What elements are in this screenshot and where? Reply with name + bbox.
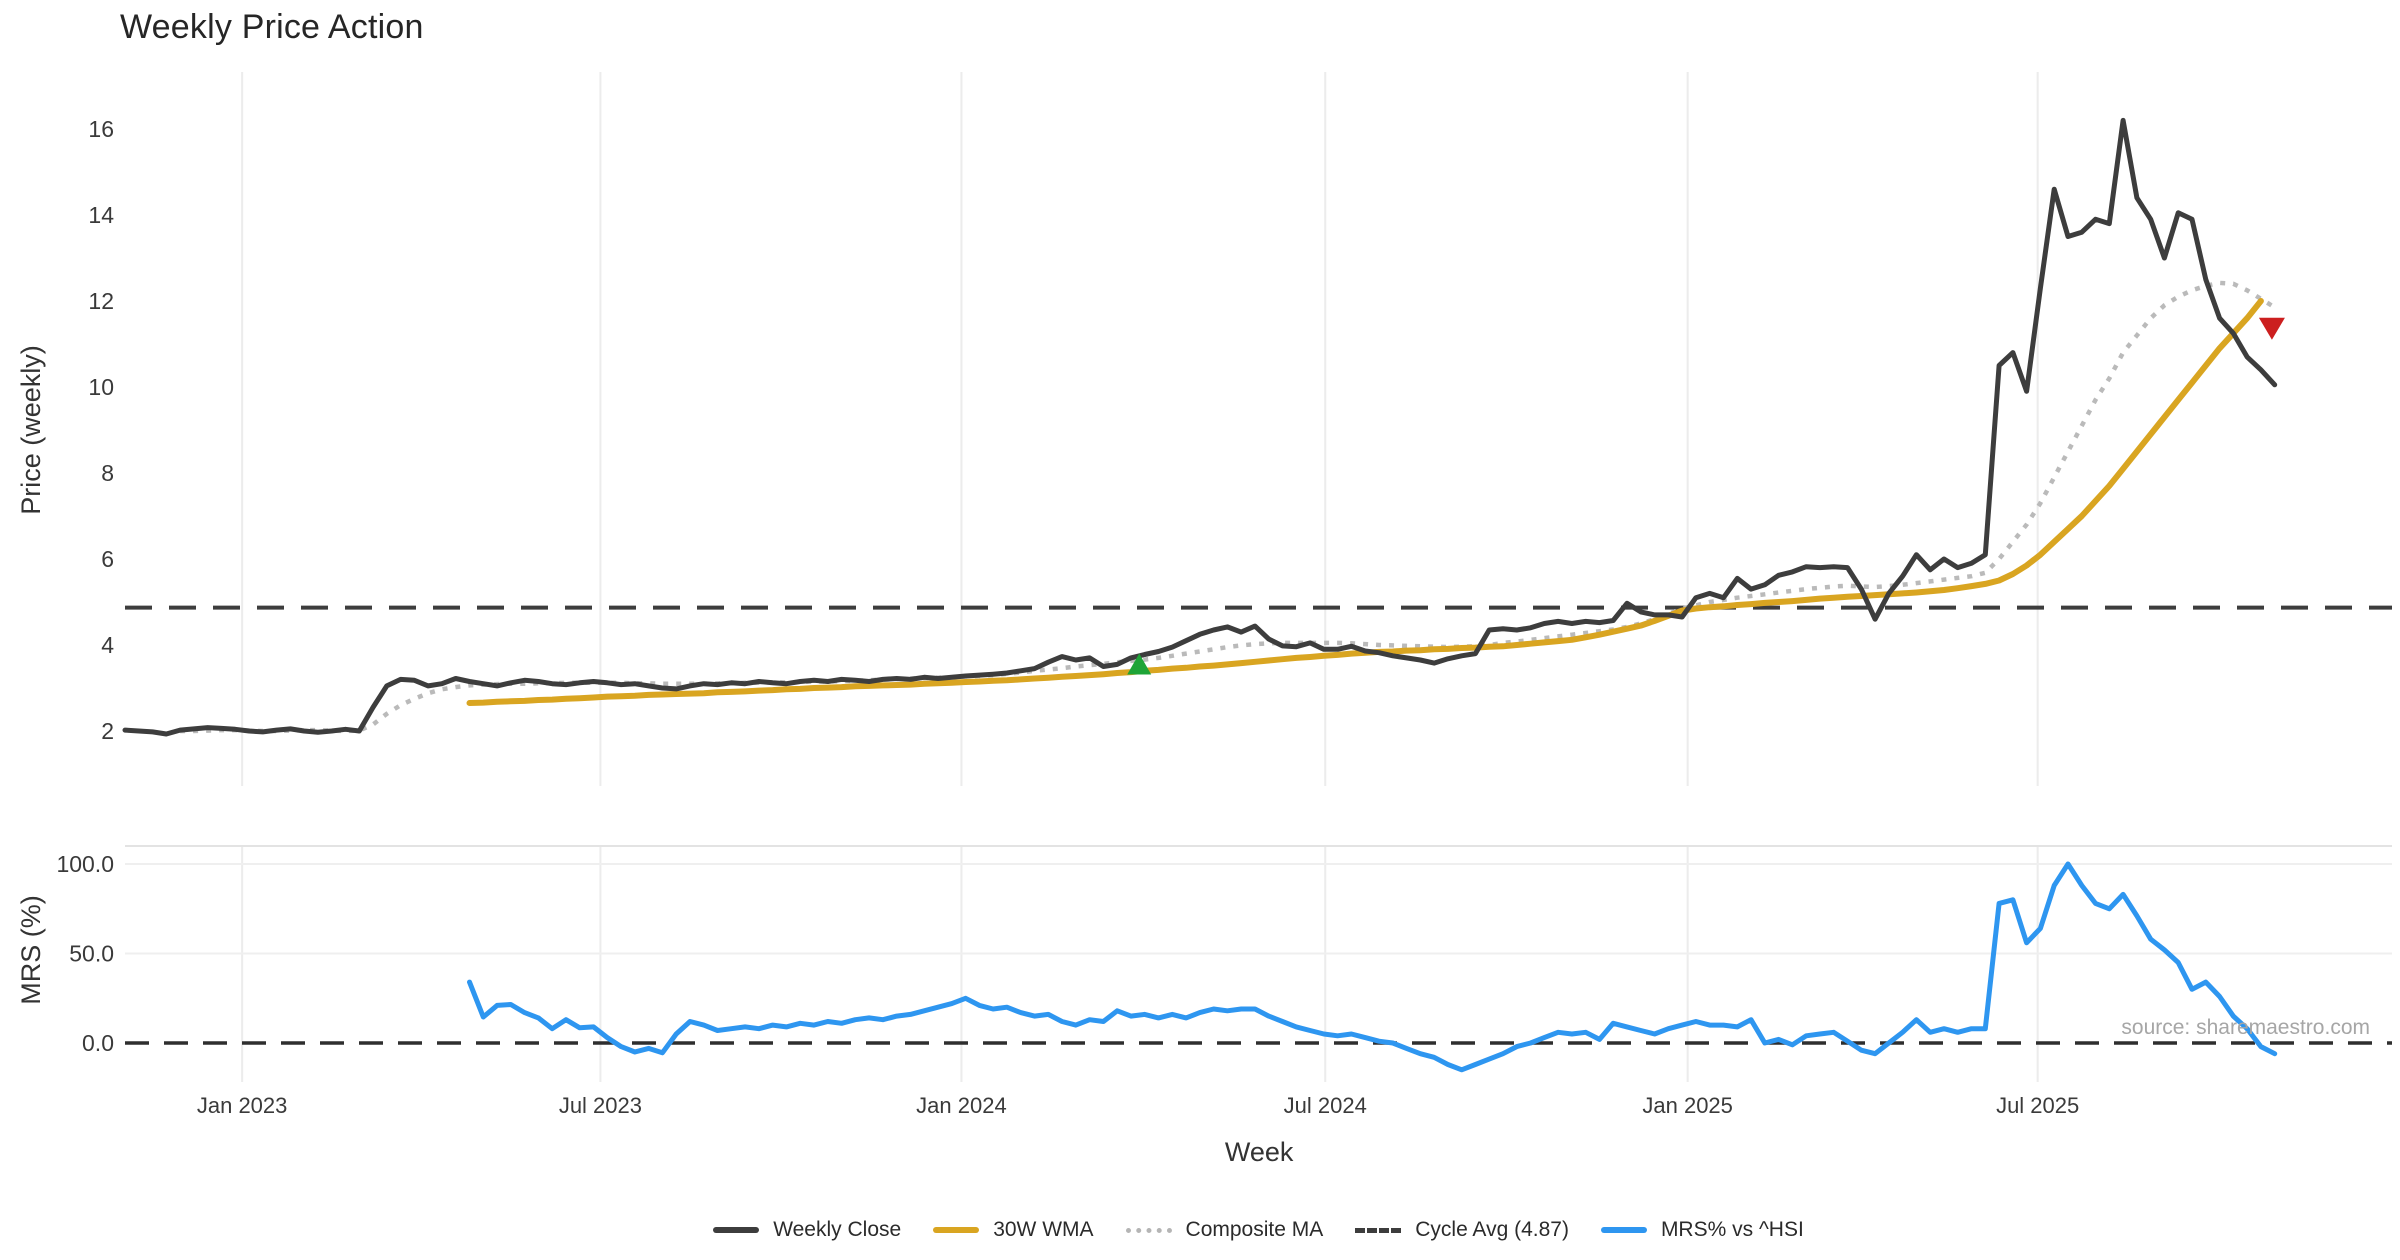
price-y-tick-label: 8 (101, 460, 114, 486)
price-y-tick-label: 6 (101, 546, 114, 572)
buy-signal-marker (1127, 653, 1152, 675)
price-axis-title: Price (weekly) (16, 345, 46, 515)
legend-label: Weekly Close (773, 1218, 902, 1241)
price-y-tick-label: 10 (88, 374, 114, 400)
price-y-tick-label: 2 (101, 718, 114, 744)
mrs-axis-title: MRS (%) (16, 895, 46, 1005)
x-tick-label: Jul 2024 (1284, 1093, 1367, 1118)
legend-swatch-solid (713, 1227, 760, 1233)
mrs-y-tick-label: 100.0 (56, 851, 114, 877)
mrs-y-tick-label: 50.0 (69, 941, 114, 967)
x-tick-label: Jan 2023 (197, 1093, 288, 1118)
legend-item: MRS% vs ^HSI (1600, 1218, 1804, 1242)
legend-item: 30W WMA (933, 1218, 1094, 1242)
source-watermark: source: sharemaestro.com (2121, 1016, 2370, 1039)
x-tick-label: Jul 2023 (559, 1093, 642, 1118)
x-axis-title: Week (1225, 1137, 1294, 1167)
legend-swatch-dashed (1355, 1227, 1402, 1233)
x-tick-label: Jan 2025 (1642, 1093, 1733, 1118)
legend-label: 30W WMA (993, 1218, 1094, 1241)
legend-label: MRS% vs ^HSI (1660, 1218, 1804, 1241)
legend-item: Cycle Avg (4.87) (1355, 1218, 1569, 1242)
price-y-tick-label: 4 (101, 632, 114, 658)
price-y-tick-label: 16 (88, 116, 114, 142)
legend-swatch-solid (933, 1227, 980, 1233)
price-y-tick-label: 12 (88, 288, 114, 314)
x-tick-label: Jan 2024 (916, 1093, 1007, 1118)
chart-title: Weekly Price Action (120, 8, 424, 46)
legend-label: Composite MA (1185, 1218, 1324, 1241)
mrs-line (467, 861, 2278, 1073)
legend-item: Composite MA (1125, 1218, 1324, 1242)
price-y-tick-label: 14 (88, 202, 114, 228)
sell-signal-marker (2258, 317, 2285, 340)
mrs-y-tick-label: 0.0 (82, 1030, 114, 1056)
weekly-close-line (122, 117, 2278, 737)
chart-legend: Weekly Close 30W WMA Composite MA Cycle Avg… (125, 1218, 2392, 1242)
legend-item: Weekly Close (713, 1218, 901, 1242)
x-tick-label: Jul 2025 (1996, 1093, 2079, 1118)
legend-swatch-solid (1600, 1227, 1647, 1233)
legend-swatch-dotted (1125, 1227, 1172, 1233)
legend-label: Cycle Avg (4.87) (1415, 1218, 1569, 1241)
